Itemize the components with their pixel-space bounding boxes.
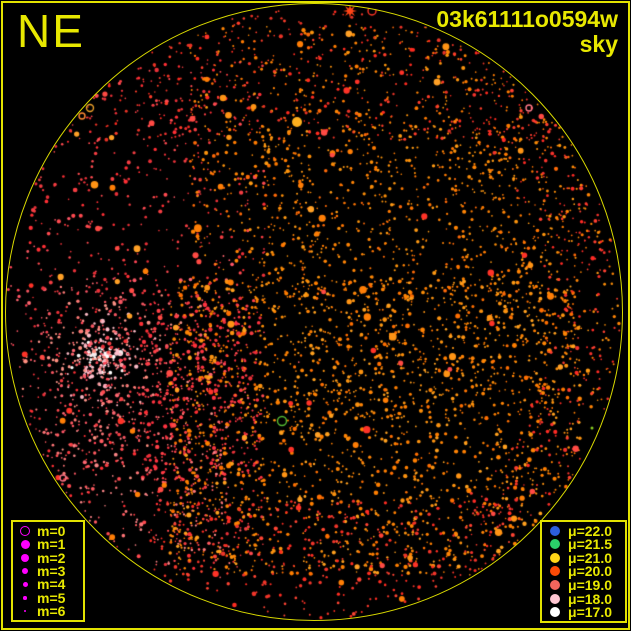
legend-row: μ=19.0 — [542, 577, 625, 594]
legend-label: m=6 — [37, 603, 66, 620]
magnitude-size-legend: m=0 m=1 m=2 m=3 m=4 m=5 m=6 — [11, 520, 85, 622]
legend-row: m=1 — [13, 536, 83, 553]
m-legend-dot — [20, 539, 30, 549]
legend-label: μ=20.0 — [568, 563, 612, 580]
m-legend-dot — [21, 553, 29, 562]
legend-label: m=5 — [37, 589, 66, 606]
legend-label: m=3 — [37, 562, 66, 579]
legend-row: μ=17.0 — [542, 604, 625, 621]
plate-id-label: 03k61111o0594w — [436, 6, 618, 32]
legend-row: m=5 — [13, 589, 83, 606]
legend-row: m=0 — [13, 522, 83, 539]
legend-label: m=2 — [37, 549, 66, 566]
legend-label: m=4 — [37, 576, 66, 593]
m-legend-dot — [24, 610, 26, 613]
legend-row: m=6 — [13, 603, 83, 620]
legend-label: μ=19.0 — [568, 577, 612, 594]
m-legend-dot — [22, 567, 28, 574]
legend-row: μ=18.0 — [542, 590, 625, 607]
legend-row: m=4 — [13, 576, 83, 593]
surface-brightness-color-legend: μ=22.0 μ=21.5 μ=21.0 μ=20.0 μ=19.0 μ=18.… — [540, 520, 627, 623]
legend-label: μ=18.0 — [568, 590, 612, 607]
mu-legend-dot — [550, 566, 560, 577]
legend-row: μ=21.0 — [542, 549, 625, 566]
mu-legend-dot — [550, 539, 560, 550]
mu-legend-dot — [550, 552, 560, 563]
quadrant-label: NE — [17, 5, 85, 57]
legend-label: m=0 — [37, 522, 66, 539]
legend-row: μ=20.0 — [542, 563, 625, 580]
m-legend-dot — [20, 525, 30, 536]
m-legend-dot — [22, 581, 28, 587]
legend-row: m=2 — [13, 549, 83, 566]
legend-label: μ=17.0 — [568, 604, 612, 621]
mu-legend-dot — [550, 607, 560, 618]
mu-legend-dot — [550, 593, 560, 604]
legend-label: μ=21.5 — [568, 536, 612, 553]
legend-label: μ=22.0 — [568, 522, 612, 539]
legend-label: μ=21.0 — [568, 549, 612, 566]
legend-row: μ=22.0 — [542, 522, 625, 539]
mu-legend-dot — [550, 580, 560, 591]
mu-legend-dot — [550, 525, 560, 536]
legend-row: μ=21.5 — [542, 536, 625, 553]
legend-row: m=3 — [13, 562, 83, 579]
m-legend-dot — [23, 596, 27, 600]
legend-label: m=1 — [37, 536, 66, 553]
sky-subtitle: sky — [579, 31, 618, 57]
